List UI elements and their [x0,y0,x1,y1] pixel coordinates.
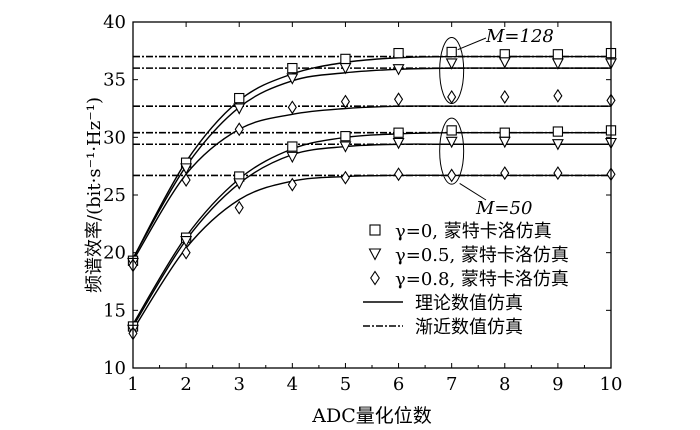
legend-label-4: 渐近数值仿真 [415,317,523,338]
theory-curve-1 [132,67,611,259]
y-tick-label-4: 30 [103,127,126,148]
legend-label-3: 理论数值仿真 [415,293,523,314]
x-tick-label-4: 5 [340,374,351,395]
mc-point-2-3 [287,100,297,115]
x-axis-label: ADC量化位数 [311,405,432,427]
legend-marker-1 [368,248,382,261]
y-tick-label-2: 20 [103,243,126,264]
mc-point-2-8 [553,88,563,103]
mc-point-4-6 [445,136,458,149]
mc-point-1-5 [392,64,405,76]
mc-point-3-6 [446,125,457,136]
mc-point-5-6 [447,168,457,183]
theory-curve-0 [132,55,611,259]
theory-curves [132,55,611,331]
x-tick-label-2: 3 [233,374,244,395]
mc-point-1-4 [339,62,352,75]
mc-point-4-1 [180,235,193,248]
mc-point-5-1 [181,245,191,260]
mc-point-2-6 [447,89,457,104]
theory-curve-5 [132,174,611,331]
x-tick-label-6: 7 [446,374,457,395]
mc-point-4-8 [551,139,564,151]
legend-label-0: γ=0, 蒙特卡洛仿真 [395,221,552,242]
x-tick-label-3: 4 [287,374,298,395]
mc-point-3-4 [340,131,351,142]
mc-point-4-4 [339,141,352,153]
y-tick-label-6: 40 [103,12,126,33]
mc-point-2-5 [393,92,404,107]
mc-point-0-3 [287,62,298,74]
mc-point-4-7 [498,136,511,149]
y-tick-label-5: 35 [103,70,126,91]
mc-point-0-6 [446,46,457,58]
mc-point-2-1 [181,173,191,187]
x-tick-label-0: 1 [127,374,138,395]
mc-point-2-2 [234,122,244,137]
annotations: M=128 M=50 [439,26,554,219]
leader-m50 [459,183,487,201]
mc-point-3-3 [287,141,298,152]
mc-point-5-3 [287,177,297,192]
axes: 1 2 3 4 5 6 7 8 9 10 10 15 20 25 30 35 40 ADC量化位数 频谱效率/(bi… [84,12,622,427]
ellipse-m128 [439,36,465,104]
x-tick-label-9: 10 [600,374,623,395]
mc-point-0-8 [552,49,564,60]
x-tick-label-7: 8 [499,374,510,395]
mc-point-5-7 [500,166,510,181]
x-tick-label-5: 6 [393,374,404,395]
asymptote-lines [133,55,611,177]
legend-marker-2 [370,270,380,286]
mc-point-4-3 [286,151,299,164]
mc-point-0-2 [234,92,245,104]
y-axis-label: 频谱效率/(bit·s⁻¹·Hz⁻¹) [84,97,105,293]
annotation-m128: M=128 [485,26,554,47]
theory-curve-4 [132,143,611,327]
legend-label-2: γ=0.8, 蒙特卡洛仿真 [395,269,569,290]
mc-point-1-7 [498,57,511,69]
y-tick-label-1: 15 [103,300,126,321]
x-tick-label-8: 9 [552,374,563,395]
y-tick-label-3: 25 [103,185,126,206]
theory-curve-2 [132,105,611,262]
mc-point-5-4 [340,170,351,185]
mc-point-5-2 [234,200,244,215]
mc-point-2-7 [500,89,510,104]
mc-point-2-4 [340,94,351,109]
theory-curve-3 [132,131,611,325]
plot-frame [132,21,612,369]
monte-carlo-markers [127,46,617,341]
mc-point-0-4 [340,53,351,65]
x-tick-label-1: 2 [180,374,191,395]
mc-point-4-5 [392,137,405,150]
legend-marker-0 [369,224,381,236]
legend-label-1: γ=0.5, 蒙特卡洛仿真 [395,245,569,266]
y-tick-label-0: 10 [103,358,126,379]
mc-point-5-5 [393,167,404,182]
mc-point-1-2 [233,103,246,115]
mc-point-1-1 [180,163,193,175]
mc-point-1-3 [286,73,299,85]
mc-point-4-2 [233,178,246,190]
mc-point-1-8 [551,58,564,70]
leader-m128 [457,37,487,51]
mc-point-3-8 [552,126,564,137]
ellipse-m50 [439,117,465,185]
legend: γ=0, 蒙特卡洛仿真 γ=0.5, 蒙特卡洛仿真 γ=0.8, 蒙特卡洛仿真理论数… [363,221,569,338]
mc-point-5-8 [553,166,563,181]
mc-point-3-5 [393,127,404,138]
mc-point-1-6 [445,58,458,70]
mc-point-3-7 [499,127,510,138]
mc-point-0-5 [393,47,404,59]
annotation-m50: M=50 [475,198,532,219]
